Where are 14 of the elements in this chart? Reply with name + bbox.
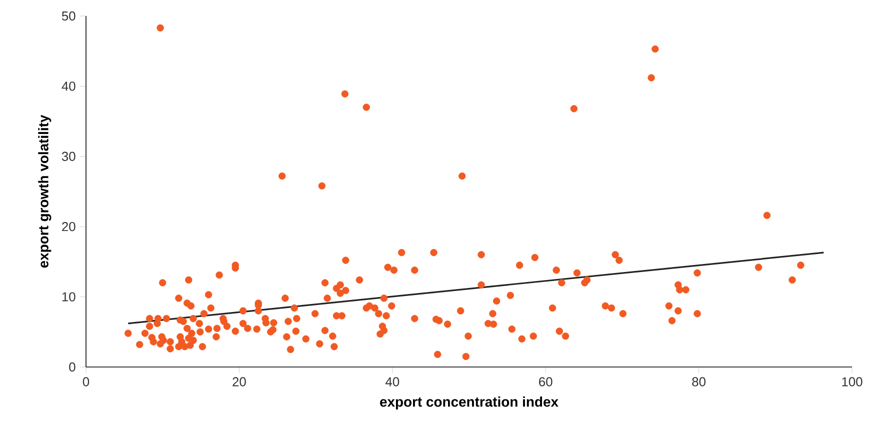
- x-tick-label: 40: [386, 377, 400, 386]
- x-tick-label: 80: [692, 377, 706, 386]
- x-axis-title: export concentration index: [380, 396, 558, 410]
- x-tick-label: 60: [539, 377, 552, 386]
- x-tick-label: 0: [82, 377, 90, 386]
- y-axis-title: export growth volatility: [38, 114, 52, 268]
- x-tick-label: 20: [232, 377, 246, 386]
- y-tick-label: 10: [62, 292, 76, 302]
- y-tick-label: 20: [62, 222, 76, 232]
- y-tick-label: 0: [69, 362, 76, 372]
- y-tick-label: 50: [62, 11, 76, 21]
- y-tick-label: 40: [62, 82, 76, 91]
- y-tick-label: 30: [62, 152, 76, 161]
- x-tick-label: 100: [842, 377, 862, 386]
